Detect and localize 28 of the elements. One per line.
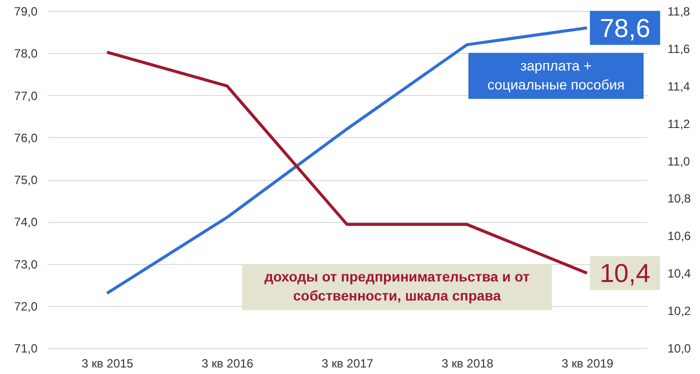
y-tick-label: 73,0 xyxy=(14,257,38,272)
series-label: зарплата + социальные пособия xyxy=(487,57,625,92)
y2-tick-label: 10,8 xyxy=(668,192,692,206)
y2-tick-label: 10,0 xyxy=(668,342,692,356)
y-tick-label: 71,0 xyxy=(14,342,38,356)
y2-tick-label: 11,2 xyxy=(668,116,690,131)
y-tick-label: 75,0 xyxy=(14,173,38,187)
y-tick-label: 79,0 xyxy=(14,4,38,18)
series-label: доходы от предпринимательства и от собственности, шкала справа xyxy=(264,268,530,304)
y-tick-label: 77,0 xyxy=(14,88,38,103)
data-label: 10,4 xyxy=(600,258,650,288)
y-tick-label: 78,0 xyxy=(14,46,38,61)
data-label: 78,6 xyxy=(600,12,650,43)
y2-tick-label: 11,6 xyxy=(668,42,690,56)
x-tick-label: 3 кв 2018 xyxy=(442,356,494,370)
x-tick-label: 3 кв 2017 xyxy=(322,356,374,370)
y-tick-label: 76,0 xyxy=(14,130,38,145)
x-tick-label: 3 кв 2019 xyxy=(562,356,614,370)
y-tick-label: 72,0 xyxy=(14,299,38,314)
y2-tick-label: 10,6 xyxy=(668,229,692,244)
y2-tick-label: 11,4 xyxy=(668,79,690,94)
x-tick-label: 3 кв 2015 xyxy=(82,356,134,370)
y-tick-label: 74,0 xyxy=(14,215,38,230)
x-tick-label: 3 кв 2016 xyxy=(202,356,254,370)
y2-tick-label: 11,0 xyxy=(668,154,690,168)
y2-tick-label: 11,8 xyxy=(668,4,690,18)
y2-tick-label: 10,2 xyxy=(668,304,692,318)
y2-tick-label: 10,4 xyxy=(668,266,692,281)
